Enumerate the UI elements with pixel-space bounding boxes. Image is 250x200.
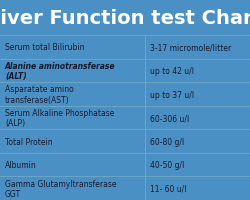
Text: 40-50 g/l: 40-50 g/l (150, 160, 184, 169)
Text: Gamma Glutamyltransferase
GGT: Gamma Glutamyltransferase GGT (5, 179, 116, 198)
Text: 11- 60 u/l: 11- 60 u/l (150, 184, 186, 193)
Text: 3-17 micromole/litter: 3-17 micromole/litter (150, 43, 231, 52)
Text: Asparatate amino
transferase(AST): Asparatate amino transferase(AST) (5, 85, 74, 104)
Text: 60-80 g/l: 60-80 g/l (150, 137, 184, 146)
Text: up to 37 u/l: up to 37 u/l (150, 90, 194, 99)
Text: Serum total Bilirubin: Serum total Bilirubin (5, 43, 84, 52)
Text: Albumin: Albumin (5, 160, 37, 169)
Text: Serum Alkaline Phosphatase
(ALP): Serum Alkaline Phosphatase (ALP) (5, 108, 114, 128)
Text: up to 42 u/l: up to 42 u/l (150, 67, 194, 76)
Text: 60-306 u/l: 60-306 u/l (150, 114, 189, 122)
Text: Total Protein: Total Protein (5, 137, 52, 146)
Text: Alanine aminotransferase
(ALT): Alanine aminotransferase (ALT) (5, 61, 116, 81)
Text: Liver Function test Chart: Liver Function test Chart (0, 9, 250, 27)
